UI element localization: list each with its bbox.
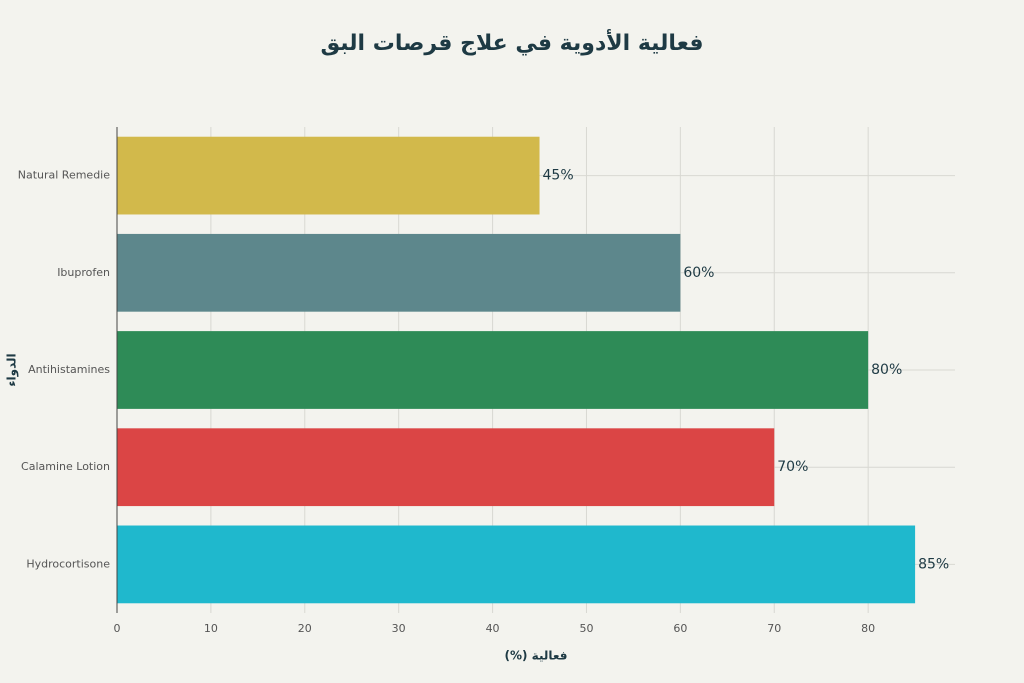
bar — [117, 428, 775, 507]
y-tick-label: Hydrocortisone — [26, 557, 110, 570]
x-tick-label: 80 — [861, 622, 875, 635]
value-label: 70% — [777, 459, 808, 475]
y-tick-label: Ibuprofen — [57, 266, 110, 279]
value-label: 45% — [543, 168, 574, 184]
value-label: 60% — [683, 265, 714, 281]
x-tick-label: 20 — [298, 622, 312, 635]
x-tick-label: 0 — [114, 622, 121, 635]
x-axis-title: فعالية (%) — [505, 649, 568, 663]
y-tick-label: Calamine Lotion — [21, 460, 110, 473]
x-tick-label: 60 — [673, 622, 687, 635]
value-label: 85% — [918, 556, 949, 572]
y-tick-label: Antihistamines — [28, 363, 110, 376]
value-label: 80% — [871, 362, 902, 378]
bar — [117, 136, 540, 215]
x-tick-label: 40 — [486, 622, 500, 635]
bar — [117, 331, 869, 409]
x-tick-label: 10 — [204, 622, 218, 635]
bar — [117, 525, 916, 604]
chart-title: فعالية الأدوية في علاج قرصات البق — [320, 28, 703, 56]
x-tick-label: 30 — [392, 622, 406, 635]
y-axis-title: الدواء — [5, 353, 20, 386]
x-tick-label: 70 — [767, 622, 781, 635]
bar — [117, 233, 681, 312]
y-tick-label: Natural Remedie — [18, 169, 111, 182]
x-tick-label: 50 — [579, 622, 593, 635]
